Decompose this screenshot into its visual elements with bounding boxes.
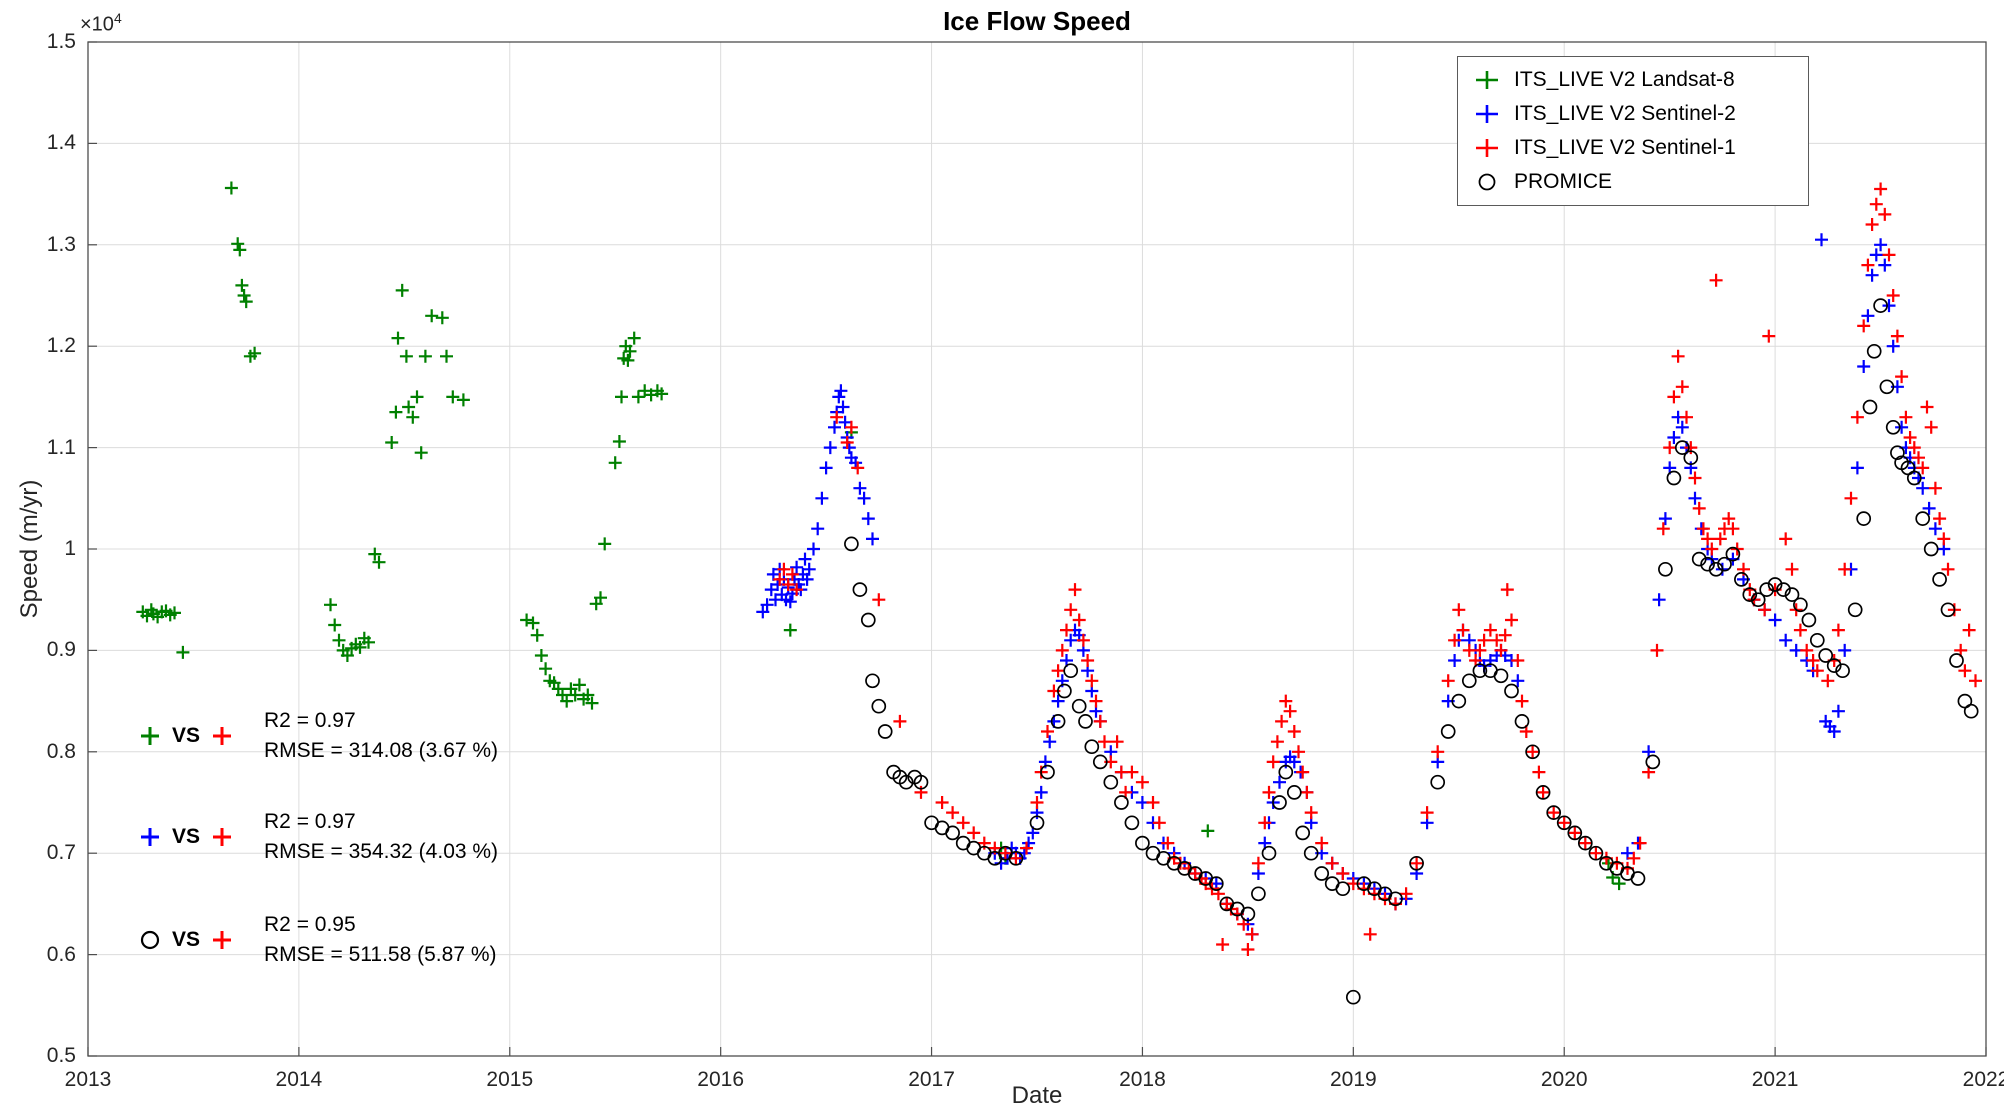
green-plus-icon [1476, 71, 1498, 89]
r2-value: R2 = 0.97 [264, 809, 356, 833]
legend: ITS_LIVE V2 Landsat-8 ITS_LIVE V2 Sentin… [1457, 56, 1809, 206]
red-plus-icon [213, 827, 232, 846]
circle-marker-icon [140, 931, 160, 950]
legend-label: PROMICE [1514, 170, 1613, 193]
vs-label: VS [172, 824, 201, 848]
red-plus-icon [1476, 139, 1498, 157]
stats-text: R2 = 0.95 RMSE = 511.58 (5.87 %) [264, 910, 496, 970]
legend-label: ITS_LIVE V2 Sentinel-2 [1514, 102, 1736, 125]
stats-annotation-blue-vs-red: VS R2 = 0.97 RMSE = 354.32 (4.03 %) [138, 807, 498, 867]
vs-label: VS [172, 928, 201, 952]
stats-annotation-green-vs-red: VS R2 = 0.97 RMSE = 314.08 (3.67 %) [138, 706, 498, 766]
r2-value: R2 = 0.95 [264, 913, 356, 937]
green-plus-icon [141, 726, 159, 745]
stats-text: R2 = 0.97 RMSE = 314.08 (3.67 %) [264, 706, 498, 766]
red-plus-icon [213, 726, 232, 745]
rmse-value: RMSE = 354.32 (4.03 %) [264, 839, 499, 863]
rmse-value: RMSE = 314.08 (3.67 %) [264, 738, 499, 762]
series-points-promice [844, 298, 1979, 1005]
legend-label: ITS_LIVE V2 Landsat-8 [1514, 68, 1735, 91]
red-plus-icon [213, 931, 232, 950]
chart-title: Ice Flow Speed [943, 6, 1131, 36]
multiplier-exponent: 4 [113, 10, 122, 26]
legend-entry-sentinel1: ITS_LIVE V2 Sentinel-1 [1458, 136, 1808, 160]
circle-marker-icon [1478, 173, 1496, 191]
vs-label: VS [172, 723, 201, 747]
r2-value: R2 = 0.97 [264, 708, 356, 732]
y-axis-label: Speed (m/yr) [16, 479, 43, 619]
stats-annotation-promice-vs-red: VS R2 = 0.95 RMSE = 511.58 (5.87 %) [138, 910, 497, 970]
legend-label: ITS_LIVE V2 Sentinel-1 [1514, 136, 1736, 159]
stats-text: R2 = 0.97 RMSE = 354.32 (4.03 %) [264, 807, 498, 867]
y-axis-multiplier: ×104 [80, 10, 122, 37]
series-points-its-live-v2-sentinel-1 [773, 182, 1982, 956]
multiplier-base: ×10 [80, 13, 114, 36]
legend-entry-sentinel2: ITS_LIVE V2 Sentinel-2 [1458, 102, 1808, 126]
blue-plus-icon [1476, 105, 1498, 123]
x-axis-label: Date [1011, 1082, 1063, 1109]
series-points-its-live-v2-landsat-8 [136, 181, 1626, 891]
legend-entry-promice: PROMICE [1458, 170, 1808, 194]
blue-plus-icon [141, 827, 159, 846]
legend-entry-landsat8: ITS_LIVE V2 Landsat-8 [1458, 68, 1808, 92]
rmse-value: RMSE = 511.58 (5.87 %) [264, 943, 497, 967]
